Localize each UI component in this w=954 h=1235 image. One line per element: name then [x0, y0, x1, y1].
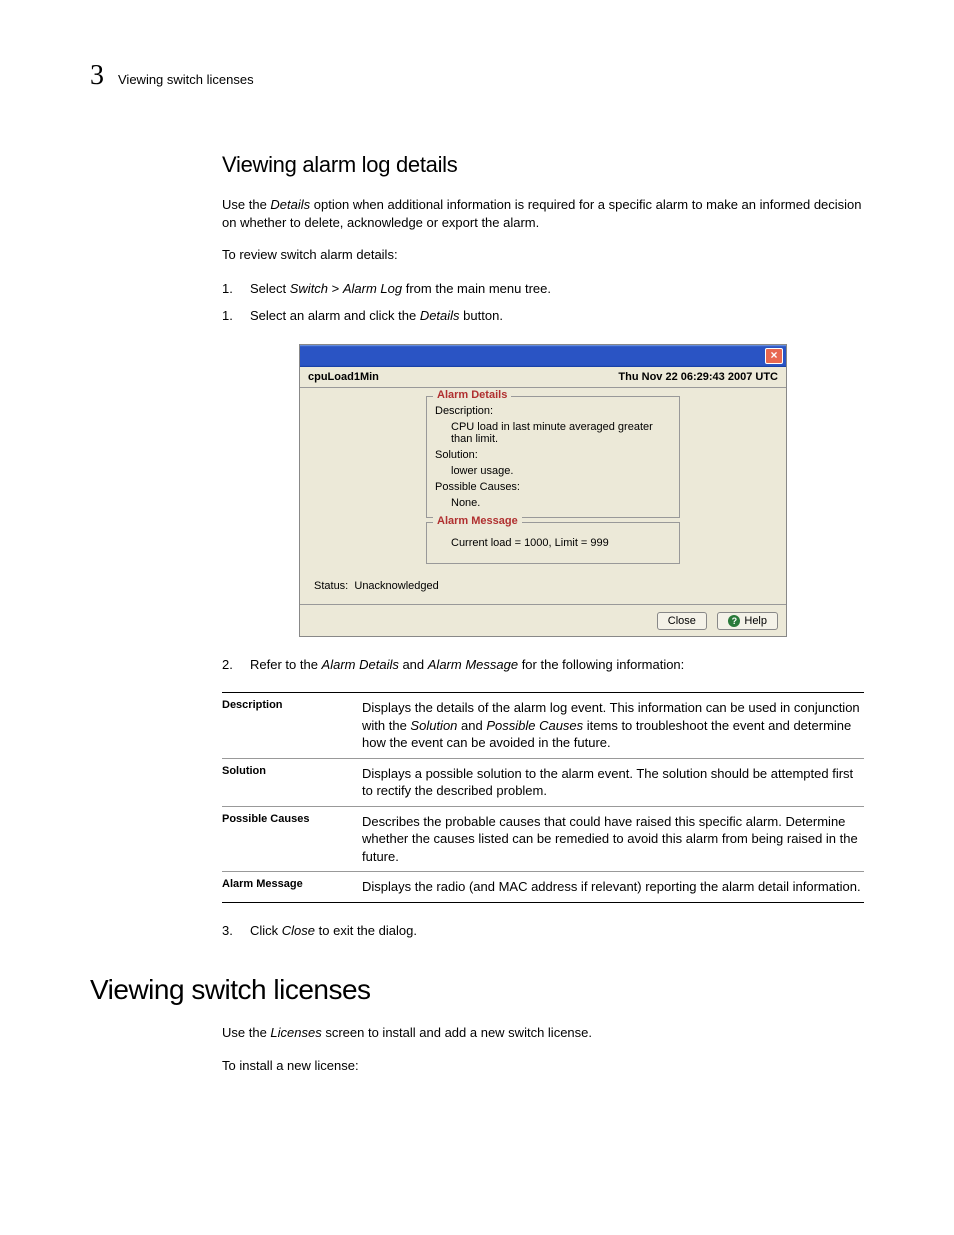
value: lower usage. [451, 465, 671, 477]
text: and [399, 657, 428, 672]
chapter-title: Viewing switch licenses [118, 72, 254, 87]
button-label: Help [744, 615, 767, 627]
definition-table: Description Displays the details of the … [222, 692, 864, 903]
lead-in: To install a new license: [222, 1057, 864, 1075]
dialog-titlebar: × [300, 345, 786, 367]
value: Current load = 1000, Limit = 999 [451, 531, 671, 555]
step-number: 1. [222, 279, 233, 299]
term: Solution [222, 765, 362, 800]
step-number: 3. [222, 921, 233, 941]
text-italic: Details [270, 197, 310, 212]
value: None. [451, 497, 671, 509]
status-label: Status: [314, 580, 348, 592]
text-italic: Switch [290, 281, 328, 296]
text: to exit the dialog. [315, 923, 417, 938]
description: Displays the radio (and MAC address if r… [362, 878, 864, 896]
table-row: Possible Causes Describes the probable c… [222, 807, 864, 873]
text: Refer to the [250, 657, 322, 672]
alarm-details-dialog: × cpuLoad1Min Thu Nov 22 06:29:43 2007 U… [299, 344, 787, 637]
text-italic: Details [420, 308, 460, 323]
text-italic: Solution [410, 718, 457, 733]
close-icon[interactable]: × [765, 348, 783, 364]
step-item: 2. Refer to the Alarm Details and Alarm … [222, 655, 864, 675]
text: Use the [222, 1025, 270, 1040]
text: Select [250, 281, 290, 296]
description: Describes the probable causes that could… [362, 813, 864, 866]
table-row: Description Displays the details of the … [222, 693, 864, 759]
dialog-body: Alarm Details Description: CPU load in l… [300, 388, 786, 604]
step-item: 3. Click Close to exit the dialog. [222, 921, 864, 941]
label: Solution: [435, 449, 671, 461]
fieldset-legend: Alarm Details [433, 389, 511, 401]
text: option when additional information is re… [222, 197, 862, 230]
alarm-name: cpuLoad1Min [308, 371, 379, 383]
intro-paragraph: Use the Details option when additional i… [222, 196, 864, 232]
alarm-timestamp: Thu Nov 22 06:29:43 2007 UTC [618, 371, 778, 383]
page-header: 3 Viewing switch licenses [90, 60, 864, 92]
text: screen to install and add a new switch l… [322, 1025, 592, 1040]
label: Description: [435, 405, 671, 417]
fieldset-legend: Alarm Message [433, 515, 522, 527]
step-list: 1. Select Switch > Alarm Log from the ma… [222, 279, 864, 326]
text-italic: Licenses [270, 1025, 321, 1040]
text: Use the [222, 197, 270, 212]
step-number: 1. [222, 306, 233, 326]
section-heading-licenses: Viewing switch licenses [90, 974, 864, 1006]
lead-in: To review switch alarm details: [222, 246, 864, 264]
text: Click [250, 923, 282, 938]
label: Possible Causes: [435, 481, 671, 493]
text: button. [460, 308, 503, 323]
status-value: Unacknowledged [354, 580, 438, 592]
text-italic: Close [282, 923, 315, 938]
dialog-header-strip: cpuLoad1Min Thu Nov 22 06:29:43 2007 UTC [300, 367, 786, 388]
text-italic: Alarm Log [343, 281, 402, 296]
text: > [328, 281, 343, 296]
step-item: 1. Select an alarm and click the Details… [222, 306, 864, 326]
text-italic: Possible Causes [486, 718, 583, 733]
status-row: Status: Unacknowledged [306, 568, 780, 594]
dialog-figure: × cpuLoad1Min Thu Nov 22 06:29:43 2007 U… [299, 344, 787, 637]
step-number: 2. [222, 655, 233, 675]
help-icon: ? [728, 615, 740, 627]
dialog-footer: Close ? Help [300, 604, 786, 636]
table-row: Solution Displays a possible solution to… [222, 759, 864, 807]
description: Displays the details of the alarm log ev… [362, 699, 864, 752]
text: for the following information: [518, 657, 684, 672]
term: Possible Causes [222, 813, 362, 866]
step-list: 3. Click Close to exit the dialog. [222, 921, 864, 941]
step-list: 2. Refer to the Alarm Details and Alarm … [222, 655, 864, 675]
alarm-message-fieldset: Alarm Message Current load = 1000, Limit… [426, 522, 680, 564]
paragraph: Use the Licenses screen to install and a… [222, 1024, 864, 1042]
text: and [457, 718, 486, 733]
text: Select an alarm and click the [250, 308, 420, 323]
text-italic: Alarm Message [428, 657, 518, 672]
section-heading-alarm-log: Viewing alarm log details [222, 152, 864, 178]
alarm-details-fieldset: Alarm Details Description: CPU load in l… [426, 396, 680, 518]
term: Alarm Message [222, 878, 362, 896]
table-row: Alarm Message Displays the radio (and MA… [222, 872, 864, 902]
value: CPU load in last minute averaged greater… [451, 421, 671, 445]
chapter-number: 3 [90, 60, 104, 92]
term: Description [222, 699, 362, 752]
step-item: 1. Select Switch > Alarm Log from the ma… [222, 279, 864, 299]
text: from the main menu tree. [402, 281, 551, 296]
close-button[interactable]: Close [657, 612, 707, 630]
text-italic: Alarm Details [322, 657, 399, 672]
description: Displays a possible solution to the alar… [362, 765, 864, 800]
help-button[interactable]: ? Help [717, 612, 778, 630]
button-label: Close [668, 615, 696, 627]
